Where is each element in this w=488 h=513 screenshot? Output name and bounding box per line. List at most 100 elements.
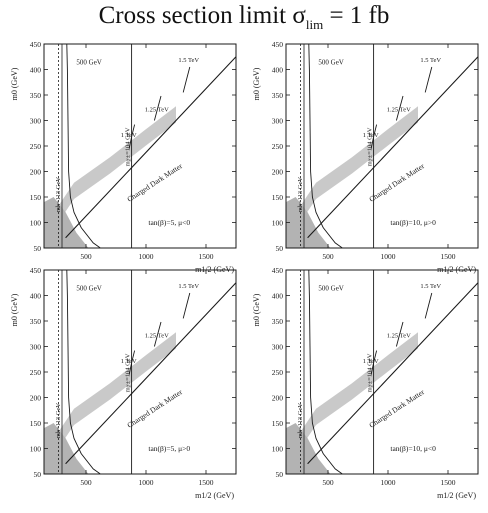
annotation-charged-dark-matter: Charged Dark Matter: [125, 161, 184, 204]
x-axis-label: m1/2 (GeV): [437, 491, 476, 500]
chart-panel-bottom-right: 50 100 150 200 250 300 350 400 450 500 1000 1500 m0 …: [246, 262, 486, 512]
annotation-500gev: 500 GeV: [318, 284, 343, 292]
series-contour-500GeV: [308, 44, 343, 248]
annotation-charged-dark-matter: Charged Dark Matter: [367, 387, 426, 430]
y-tick-label: 300: [272, 343, 284, 352]
allowed-region-low: [44, 423, 89, 474]
annotation-500gev: 500 GeV: [76, 284, 101, 292]
annotation-1-5tev: 1.5 TeV: [178, 57, 199, 64]
series-contour-500GeV: [308, 270, 343, 474]
x-tick-label: 500: [322, 478, 334, 487]
y-axis-label: m0 (GeV): [252, 293, 261, 326]
x-tick-label: 500: [80, 478, 92, 487]
y-tick-label: 350: [30, 91, 42, 100]
y-tick-label: 100: [30, 219, 42, 228]
y-tick-label: 400: [30, 292, 42, 301]
x-tick-label: 1000: [381, 252, 396, 261]
y-tick-label: 150: [272, 193, 284, 202]
y-axis-label: m0 (GeV): [10, 293, 19, 326]
annotation-1-5tev: 1.5 TeV: [420, 283, 441, 290]
y-tick-label: 150: [272, 419, 284, 428]
y-tick-label: 200: [272, 168, 284, 177]
x-tick-label: 1000: [139, 252, 154, 261]
y-tick-label: 200: [272, 394, 284, 403]
y-tick-label: 200: [30, 168, 42, 177]
allowed-region-low: [286, 423, 331, 474]
annotation-1tev: 1 TeV: [121, 132, 137, 139]
y-tick-label: 100: [272, 219, 284, 228]
series-charged-boundary: [307, 282, 478, 465]
x-tick-label: 1000: [139, 478, 154, 487]
y-tick-label: 350: [272, 317, 284, 326]
x-tick-label: 500: [322, 252, 334, 261]
y-tick-label: 400: [30, 66, 42, 75]
y-tick-label: 200: [30, 394, 42, 403]
annotation-500gev: 500 GeV: [76, 58, 101, 66]
y-tick-label: 50: [34, 470, 42, 479]
annotation-mh-line: mh=113 GeV: [297, 403, 304, 439]
plot-area: [286, 44, 478, 248]
y-tick-label: 250: [30, 142, 42, 151]
chart-panel-top-left: 50 100 150 200 250 300 350 400 450 500 1000 1500 m0 …: [4, 36, 244, 286]
y-tick-label: 150: [30, 193, 42, 202]
y-tick-label: 300: [272, 117, 284, 126]
allowed-band: [292, 106, 418, 235]
annotation-chargino-line: mχ±=104 GeV: [125, 353, 132, 392]
x-tick-label: 1500: [441, 252, 456, 261]
annotation-parameters: tan(β)=10, μ>0: [390, 218, 436, 227]
series-contour-500GeV: [66, 270, 101, 474]
chart-svg: 50 100 150 200 250 300 350 400 450 500 1000 1500 m0 …: [10, 266, 237, 500]
y-tick-label: 400: [272, 292, 284, 301]
x-tick-label: 1500: [199, 252, 214, 261]
allowed-band: [50, 332, 176, 461]
y-axis-label: m0 (GeV): [252, 67, 261, 100]
y-tick-label: 250: [272, 368, 284, 377]
y-tick-label: 300: [30, 343, 42, 352]
series-contour-1.5TeV: [424, 292, 433, 319]
annotation-1-25tev: 1.25 TeV: [145, 332, 169, 339]
series-contour-1TeV: [128, 124, 136, 149]
y-tick-label: 450: [272, 266, 284, 275]
series-contour-1.25TeV: [395, 95, 404, 121]
series-contour-500GeV: [66, 44, 101, 248]
annotation-charged-dark-matter: Charged Dark Matter: [125, 387, 184, 430]
y-tick-label: 250: [30, 368, 42, 377]
allowed-band: [50, 106, 176, 235]
allowed-region-low: [286, 197, 331, 248]
series-contour-1.5TeV: [182, 292, 191, 319]
annotation-500gev: 500 GeV: [318, 58, 343, 66]
y-tick-label: 100: [272, 445, 284, 454]
annotation-1tev: 1 TeV: [363, 132, 379, 139]
y-tick-label: 450: [272, 40, 284, 49]
title-main: Cross section limit σ: [98, 2, 306, 29]
plot-area: [44, 270, 236, 474]
allowed-band: [292, 332, 418, 461]
series-contour-1TeV: [370, 124, 378, 149]
annotation-charged-dark-matter: Charged Dark Matter: [367, 161, 426, 204]
y-tick-label: 50: [276, 470, 284, 479]
allowed-region-low: [44, 197, 89, 248]
y-tick-label: 450: [30, 40, 42, 49]
y-tick-label: 50: [276, 244, 284, 253]
y-tick-label: 350: [272, 91, 284, 100]
title-subscript: lim: [305, 17, 324, 32]
annotation-mh-line: mh=113 GeV: [297, 177, 304, 213]
series-contour-1TeV: [128, 350, 136, 375]
chart-panel-top-right: 50 100 150 200 250 300 350 400 450 500 1000 1500 m0 …: [246, 36, 486, 286]
y-tick-label: 50: [34, 244, 42, 253]
y-tick-label: 300: [30, 117, 42, 126]
annotation-1tev: 1 TeV: [363, 358, 379, 365]
x-tick-label: 500: [80, 252, 92, 261]
y-tick-label: 150: [30, 419, 42, 428]
series-contour-1.25TeV: [153, 95, 162, 121]
series-charged-boundary: [65, 282, 236, 465]
annotation-chargino-line: mχ±=104 GeV: [367, 127, 374, 166]
x-tick-label: 1500: [199, 478, 214, 487]
annotation-parameters: tan(β)=5, μ>0: [148, 444, 190, 453]
annotation-1-25tev: 1.25 TeV: [387, 332, 411, 339]
annotation-1tev: 1 TeV: [121, 358, 137, 365]
series-charged-boundary: [65, 56, 236, 239]
annotation-parameters: tan(β)=5, μ<0: [148, 218, 190, 227]
y-tick-label: 400: [272, 66, 284, 75]
x-tick-label: 1500: [441, 478, 456, 487]
